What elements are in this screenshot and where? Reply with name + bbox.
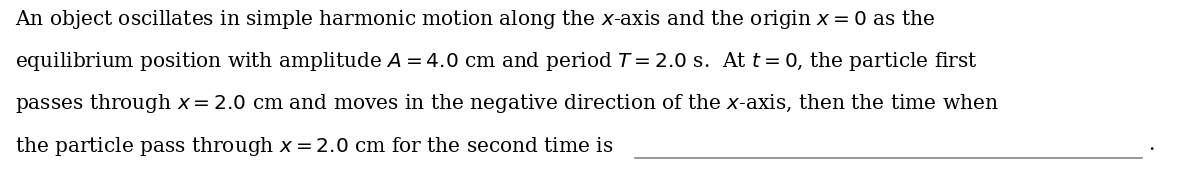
Text: equilibrium position with amplitude $A = 4.0$ cm and period $T = 2.0$ s.  At $t : equilibrium position with amplitude $A =… (15, 50, 978, 73)
Text: .: . (1148, 135, 1154, 154)
Text: passes through $x = 2.0$ cm and moves in the negative direction of the $x$-axis,: passes through $x = 2.0$ cm and moves in… (15, 92, 1000, 115)
Text: the particle pass through $x = 2.0$ cm for the second time is: the particle pass through $x = 2.0$ cm f… (15, 135, 614, 158)
Text: An object oscillates in simple harmonic motion along the $x$-axis and the origin: An object oscillates in simple harmonic … (15, 8, 935, 31)
